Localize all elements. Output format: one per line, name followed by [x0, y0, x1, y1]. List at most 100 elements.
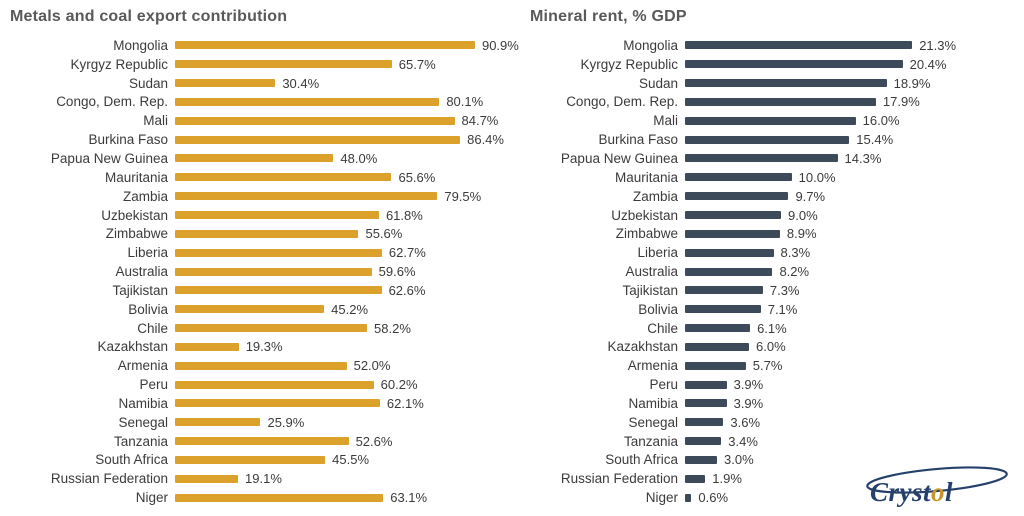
logo-part1: Cryst: [870, 477, 932, 507]
bar-row: Kazakhstan 19.3%: [10, 338, 512, 357]
category-label: Congo, Dem. Rep.: [56, 94, 168, 110]
bar-row: Liberia 62.7%: [10, 243, 512, 262]
bar-track: 45.2%: [175, 300, 505, 319]
bar-row: Senegal 25.9%: [10, 413, 512, 432]
category-label: Bolivia: [638, 301, 678, 317]
bar-row: Bolivia 7.1%: [530, 300, 1024, 319]
bar: [175, 79, 276, 88]
category-label: Senegal: [118, 414, 168, 430]
value-label: 7.1%: [767, 301, 798, 317]
bar-row: Kyrgyz Republic 20.4%: [530, 55, 1024, 74]
bar: [175, 437, 349, 446]
bar-row: Sudan 30.4%: [10, 74, 512, 93]
bar: [685, 361, 746, 370]
bar: [685, 173, 792, 182]
value-label: 79.5%: [444, 188, 482, 204]
value-label: 90.9%: [481, 37, 519, 53]
bar-track: 61.8%: [175, 206, 505, 225]
value-label: 55.6%: [365, 226, 403, 242]
bar: [175, 455, 326, 464]
bar-track: 62.1%: [175, 394, 505, 413]
value-label: 8.9%: [786, 226, 817, 242]
bar-row: Uzbekistan 9.0%: [530, 206, 1024, 225]
bar-track: 3.6%: [685, 413, 925, 432]
bar: [175, 324, 368, 333]
bar: [175, 229, 359, 238]
bar-track: 7.3%: [685, 281, 925, 300]
bar-row: Peru 3.9%: [530, 375, 1024, 394]
category-label: Niger: [645, 490, 678, 506]
bar-track: 60.2%: [175, 375, 505, 394]
category-label: Kyrgyz Republic: [70, 56, 168, 72]
bar: [175, 97, 440, 106]
category-label: Burkina Faso: [598, 132, 678, 148]
value-label: 3.9%: [733, 377, 764, 393]
bar-row: Uzbekistan 61.8%: [10, 206, 512, 225]
bar-track: 21.3%: [685, 36, 956, 55]
bar: [175, 135, 461, 144]
category-label: Armenia: [117, 358, 168, 374]
bar-row: Russian Federation 1.9%: [530, 469, 1024, 488]
bar-track: 6.1%: [685, 319, 925, 338]
value-label: 7.3%: [769, 282, 800, 298]
bar-row: Mali 16.0%: [530, 111, 1024, 130]
bar-row: Burkina Faso 86.4%: [10, 130, 512, 149]
bar-track: 1.9%: [685, 469, 925, 488]
value-label: 10.0%: [798, 169, 836, 185]
value-label: 17.9%: [882, 94, 920, 110]
bar-row: Bolivia 45.2%: [10, 300, 512, 319]
bar-row: South Africa 3.0%: [530, 451, 1024, 470]
bar-row: Papua New Guinea 48.0%: [10, 149, 512, 168]
bar: [175, 361, 347, 370]
bar-track: 58.2%: [175, 319, 505, 338]
value-label: 62.7%: [388, 245, 426, 261]
bar-row: Papua New Guinea 14.3%: [530, 149, 1024, 168]
bar-track: 5.7%: [685, 356, 925, 375]
bar-track: 65.7%: [175, 55, 505, 74]
bar-row: Sudan 18.9%: [530, 74, 1024, 93]
bar: [685, 380, 727, 389]
value-label: 60.2%: [380, 377, 418, 393]
bar: [175, 380, 374, 389]
bar: [175, 342, 239, 351]
value-label: 19.3%: [245, 339, 283, 355]
bar: [175, 60, 392, 69]
value-label: 9.7%: [795, 188, 826, 204]
bar-track: 6.0%: [685, 338, 925, 357]
value-label: 45.5%: [332, 452, 370, 468]
value-label: 3.9%: [733, 395, 764, 411]
category-label: Tanzania: [623, 433, 678, 449]
chart-panel-mineral-rent: Mineral rent, % GDP Mongolia 21.3% Kyrgyz …: [512, 0, 1024, 516]
category-label: Kyrgyz Republic: [580, 56, 678, 72]
bar: [175, 211, 379, 220]
logo-text: Crystol: [870, 477, 953, 508]
value-label: 8.3%: [780, 245, 811, 261]
bar-track: 62.6%: [175, 281, 505, 300]
category-label: Sudan: [638, 75, 678, 91]
category-label: Mauritania: [614, 169, 678, 185]
category-label: Namibia: [628, 395, 678, 411]
bar: [685, 248, 774, 257]
category-label: Peru: [649, 377, 678, 393]
category-label: Zambia: [632, 188, 678, 204]
bar-track: 86.4%: [175, 130, 505, 149]
bar: [685, 305, 761, 314]
bar-track: 30.4%: [175, 74, 505, 93]
category-label: South Africa: [605, 452, 678, 468]
bar-row: Liberia 8.3%: [530, 243, 1024, 262]
category-label: Zimbabwe: [105, 226, 168, 242]
category-label: Mali: [653, 113, 678, 129]
bar: [175, 399, 380, 408]
bar-track: 3.4%: [685, 432, 925, 451]
bar-row: South Africa 45.5%: [10, 451, 512, 470]
bar-track: 0.6%: [685, 488, 925, 507]
bar: [685, 229, 780, 238]
bar: [685, 154, 838, 163]
category-label: Australia: [625, 264, 678, 280]
bar-track: 19.3%: [175, 338, 505, 357]
bar-row: Russian Federation 19.1%: [10, 469, 512, 488]
bar: [175, 192, 438, 201]
bar: [685, 41, 913, 50]
category-label: Zambia: [122, 188, 168, 204]
bar-row: Mauritania 65.6%: [10, 168, 512, 187]
